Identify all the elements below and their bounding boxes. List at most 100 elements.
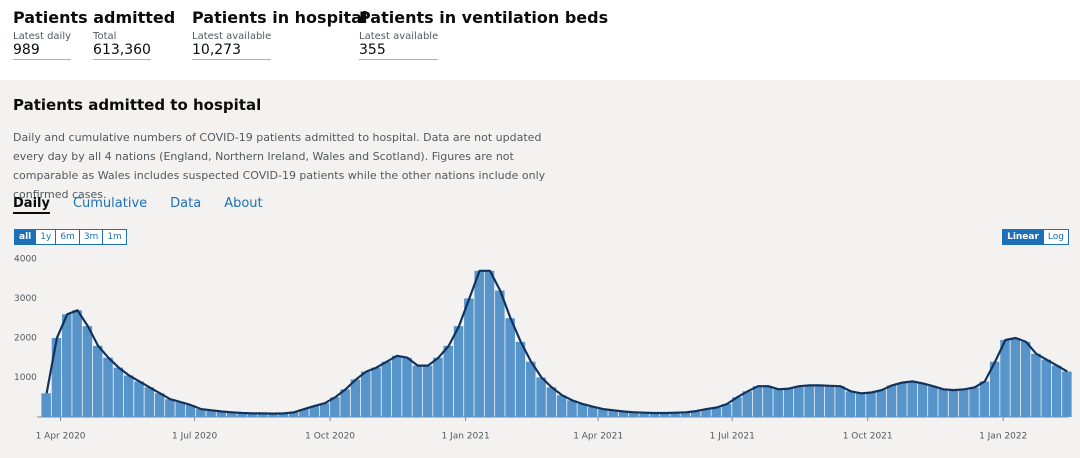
bar [134, 381, 144, 417]
bar [855, 393, 866, 417]
bar [536, 377, 546, 417]
bar [1062, 371, 1072, 417]
bar [711, 407, 722, 417]
bar [907, 381, 917, 417]
bar [567, 400, 577, 417]
scale-button[interactable]: Log [1042, 229, 1069, 245]
bar [1031, 353, 1041, 417]
bar [598, 409, 608, 417]
bar [92, 345, 103, 417]
y-tick-label: 2000 [14, 333, 37, 343]
bar [618, 411, 629, 417]
bar [763, 386, 773, 417]
bar [1041, 359, 1051, 417]
bar [690, 411, 701, 417]
range-button[interactable]: all [14, 229, 37, 245]
scale-buttons: Linear Log [1002, 229, 1069, 245]
y-tick-label: 3000 [14, 294, 37, 304]
y-tick-label: 4000 [14, 254, 37, 264]
bar [1010, 337, 1021, 417]
bar [175, 401, 185, 417]
metric-value: 10,273 [192, 42, 272, 60]
bar [330, 397, 340, 417]
bar [371, 367, 381, 417]
metric-item: Latest daily 989 [13, 31, 72, 60]
x-tick-label: 1 Jul 2021 [710, 432, 755, 442]
chart: 1000 2000 3000 4000 1 Apr 2020 1 Jul 2020 1 Oc… [14, 254, 1072, 442]
x-tick-label: 1 Apr 2021 [573, 432, 623, 442]
range-button[interactable]: 1m [102, 229, 127, 245]
bar [113, 367, 124, 417]
bar [154, 393, 165, 417]
bar [464, 298, 474, 417]
bar [268, 413, 278, 417]
bar [319, 403, 330, 417]
bar [525, 361, 536, 417]
bar [660, 413, 670, 417]
bar [814, 385, 825, 417]
metric-label: Total [93, 31, 117, 42]
bar [123, 375, 134, 417]
x-tick-label: 1 Apr 2020 [36, 432, 86, 442]
bar [546, 387, 557, 417]
bar [515, 341, 526, 417]
bar [1000, 339, 1010, 417]
bar [824, 385, 835, 417]
metric: Patients admitted Latest daily 989 Total 613… [13, 8, 175, 60]
card: Patients admitted to hospital Daily and … [0, 80, 1080, 458]
bar [969, 387, 979, 417]
y-tick-label: 1000 [14, 373, 37, 383]
tab[interactable]: About [224, 196, 263, 211]
bar [51, 337, 62, 417]
tab[interactable]: Cumulative [72, 196, 148, 211]
bar [185, 405, 196, 417]
bar [680, 412, 691, 417]
bar [72, 310, 82, 417]
bar [701, 409, 711, 417]
bar [866, 392, 876, 417]
bar [278, 413, 289, 417]
bar [928, 386, 938, 417]
range-button[interactable]: 6m [55, 229, 80, 245]
tab[interactable]: Data [170, 196, 202, 211]
bar [340, 389, 350, 417]
bar [835, 386, 845, 417]
bar [917, 383, 928, 417]
bar [144, 387, 155, 417]
bar [938, 389, 948, 417]
bar [309, 405, 319, 417]
bar [556, 395, 567, 417]
bar [948, 390, 959, 417]
bar [433, 357, 443, 417]
bar [794, 386, 804, 417]
bar [422, 365, 433, 417]
metric-label: Latest available [359, 31, 439, 42]
bar [959, 389, 969, 417]
bar [82, 326, 93, 417]
bar [453, 326, 464, 417]
description: Daily and cumulative numbers of COVID-19… [13, 131, 546, 201]
metric-item: Total 613,360 [93, 31, 151, 60]
bar [484, 270, 495, 417]
bar [381, 361, 392, 417]
metric-title: Patients admitted [13, 8, 176, 27]
tab[interactable]: Daily [13, 196, 50, 211]
metric-value: 613,360 [93, 42, 151, 60]
x-tick-label: 1 Oct 2021 [843, 432, 893, 442]
bar [361, 371, 371, 417]
metric-item: Latest available 10,273 [192, 31, 272, 60]
metric-title: Patients in ventilation beds [359, 8, 609, 27]
metric-value: 989 [13, 42, 72, 60]
bar [62, 314, 72, 417]
x-tick-label: 1 Oct 2020 [305, 432, 355, 442]
bar [732, 397, 742, 417]
x-tick-label: 1 Jul 2020 [172, 432, 217, 442]
bar [989, 361, 1000, 417]
bar [402, 357, 412, 417]
x-tick-label: 1 Jan 2021 [441, 432, 489, 442]
bar [412, 365, 423, 417]
bar [649, 413, 660, 417]
bar [443, 345, 454, 417]
headline: Patients admitted Latest daily 989 Total 613… [0, 0, 1080, 80]
